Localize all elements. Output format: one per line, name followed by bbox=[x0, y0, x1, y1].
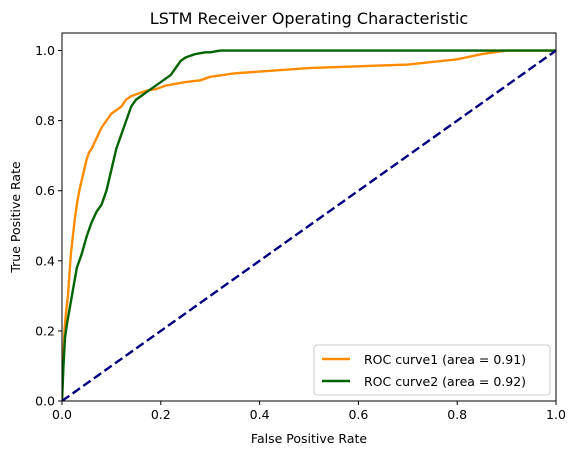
y-tick-label: 0.2 bbox=[35, 323, 55, 338]
series-layer bbox=[62, 49, 556, 401]
x-axis: 0.0 0.2 0.4 0.6 0.8 1.0 bbox=[52, 401, 566, 422]
y-axis: 0.0 0.2 0.4 0.6 0.8 1.0 bbox=[35, 43, 62, 409]
legend-box bbox=[313, 344, 551, 396]
y-tick-label: 0.6 bbox=[35, 183, 55, 198]
x-tick-label: 0.8 bbox=[447, 407, 467, 422]
chart-title: LSTM Receiver Operating Characteristic bbox=[150, 9, 468, 28]
y-tick-label: 0.0 bbox=[35, 394, 55, 409]
legend: ROC curve1 (area = 0.91) ROC curve2 (are… bbox=[313, 344, 551, 396]
legend-entry-curve2: ROC curve2 (area = 0.92) bbox=[364, 374, 526, 389]
y-tick-label: 1.0 bbox=[35, 43, 55, 58]
x-tick-label: 0.6 bbox=[348, 407, 368, 422]
y-tick-label: 0.4 bbox=[35, 253, 55, 268]
y-tick-label: 0.8 bbox=[35, 113, 55, 128]
x-tick-label: 0.2 bbox=[151, 407, 171, 422]
y-axis-label: True Positive Rate bbox=[8, 161, 23, 274]
roc-curve1-line bbox=[62, 49, 556, 401]
x-tick-label: 1.0 bbox=[546, 407, 566, 422]
x-tick-label: 0.4 bbox=[250, 407, 270, 422]
x-tick-label: 0.0 bbox=[52, 407, 72, 422]
chance-diagonal-line bbox=[62, 49, 556, 401]
x-axis-label: False Positive Rate bbox=[251, 431, 367, 446]
plot-frame bbox=[61, 32, 557, 402]
legend-entry-curve1: ROC curve1 (area = 0.91) bbox=[364, 352, 526, 367]
roc-curve2-line bbox=[62, 49, 556, 401]
